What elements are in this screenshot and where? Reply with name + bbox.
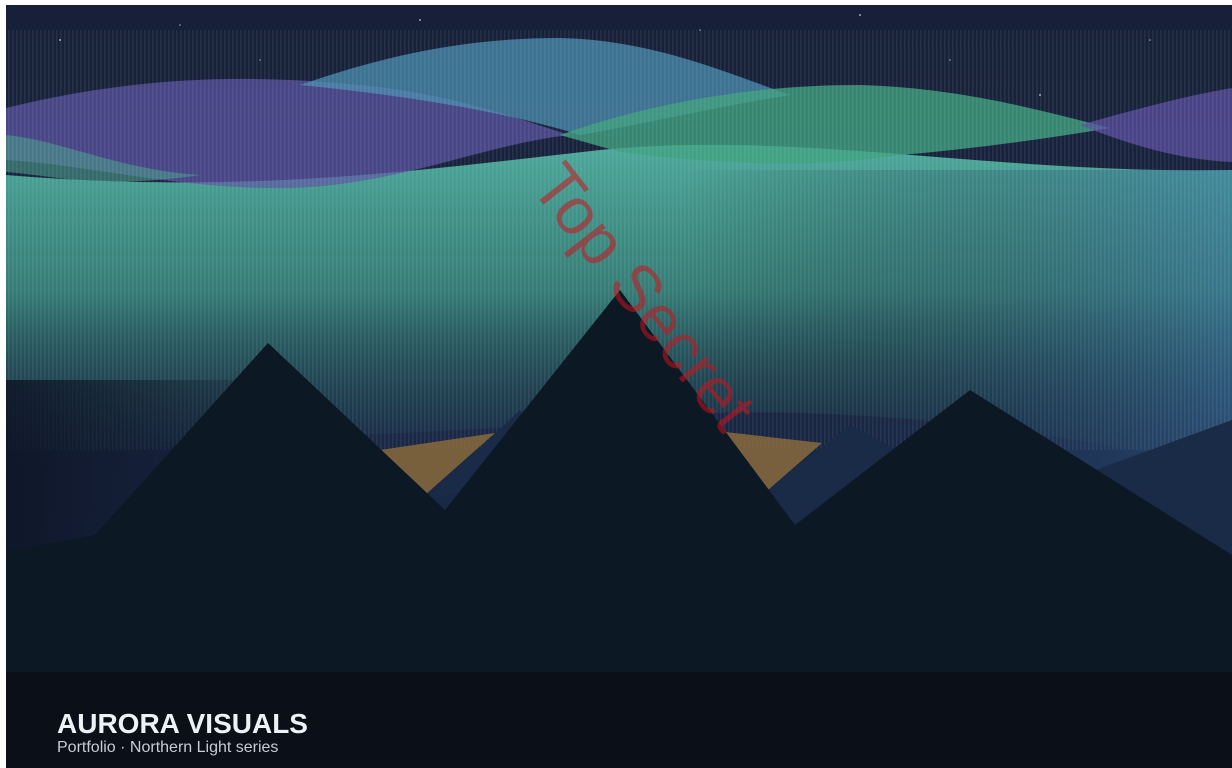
mountain-front bbox=[6, 290, 1232, 672]
glow bbox=[725, 432, 822, 490]
scene: AURORA VISUALS Portfolio · Northern Ligh… bbox=[6, 5, 1232, 768]
footer bbox=[6, 672, 1232, 768]
glow bbox=[380, 433, 495, 495]
brand-title: AURORA VISUALS bbox=[57, 708, 308, 739]
brand-subtitle: Portfolio · Northern Light series bbox=[57, 739, 278, 756]
